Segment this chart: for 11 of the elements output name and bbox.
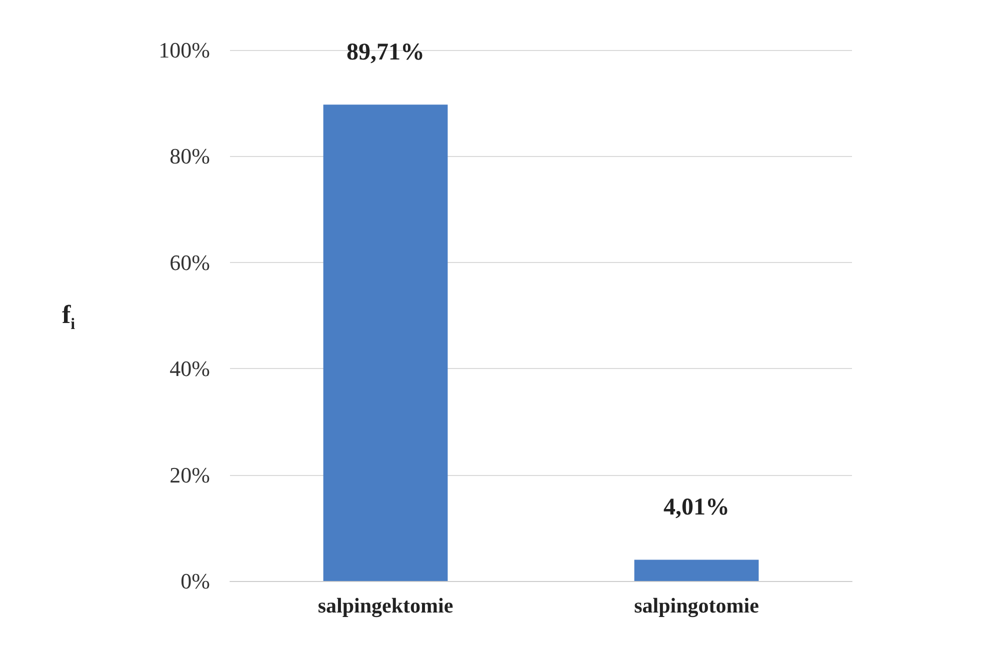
x-tick-label: salpingektomie — [318, 594, 454, 618]
y-axis-title: f$_{i}$ — [62, 300, 76, 334]
y-tick-label: 40% — [170, 356, 210, 382]
y-tick-label: 80% — [170, 144, 210, 169]
data-label: 89,71% — [346, 40, 424, 66]
y-tick-label: 20% — [170, 462, 210, 488]
y-tick-label: 60% — [170, 250, 210, 275]
data-label: 4,01% — [664, 494, 730, 521]
x-tick-label: salpingotomie — [634, 594, 759, 618]
y-tick-label: 0% — [180, 568, 210, 594]
y-tick-label: 100% — [158, 38, 210, 62]
